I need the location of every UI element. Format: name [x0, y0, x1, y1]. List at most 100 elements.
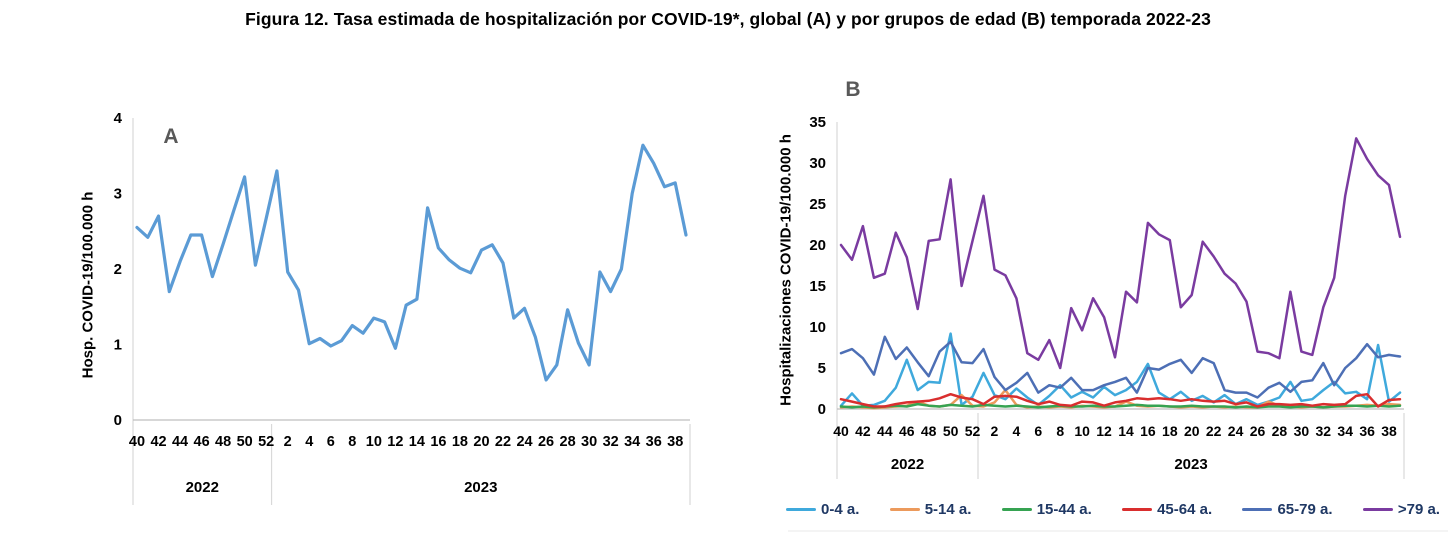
- svg-text:35: 35: [809, 114, 826, 131]
- svg-text:8: 8: [348, 434, 356, 450]
- legend-label: 0-4 a.: [821, 501, 860, 518]
- legend-item-45-64-a: 45-64 a.: [1122, 501, 1212, 518]
- svg-text:6: 6: [1034, 423, 1042, 439]
- chart-b-panel-label: B: [845, 78, 861, 101]
- axes-b: [836, 122, 1405, 479]
- legend-line-swatch: [1362, 508, 1393, 511]
- svg-text:4: 4: [1012, 423, 1020, 439]
- svg-text:6: 6: [327, 434, 335, 450]
- series-line-65-79-a: [839, 335, 1402, 399]
- chart-a-panel-label: A: [163, 125, 179, 148]
- legend-item-5-14-a: 5-14 a.: [889, 501, 972, 518]
- svg-text:52: 52: [965, 423, 981, 439]
- legend: 0-4 a. 5-14 a. 15-44 a. 45-64 a. 65-79 a. >79…: [786, 501, 1440, 518]
- series-line-15-44-a: [839, 402, 1402, 409]
- svg-text:20: 20: [1184, 423, 1200, 439]
- svg-text:3: 3: [114, 186, 122, 203]
- svg-text:20: 20: [473, 434, 489, 450]
- svg-text:14: 14: [1118, 423, 1134, 439]
- svg-text:40: 40: [129, 434, 145, 450]
- series-line-Global: [135, 143, 688, 382]
- legend-item-65-79-a: 65-79 a.: [1242, 501, 1333, 518]
- legend-label: >79 a.: [1397, 501, 1440, 518]
- svg-text:2: 2: [991, 423, 999, 439]
- svg-text:2022: 2022: [891, 456, 924, 473]
- series-line-45-64-a: [839, 392, 1402, 408]
- svg-text:30: 30: [1294, 423, 1310, 439]
- legend-item-0-4-a: 0-4 a.: [786, 501, 859, 518]
- svg-text:10: 10: [366, 434, 382, 450]
- svg-text:2: 2: [284, 434, 292, 450]
- svg-text:25: 25: [809, 196, 826, 213]
- svg-text:32: 32: [603, 434, 619, 450]
- svg-text:40: 40: [833, 423, 849, 439]
- figure-title: Figura 12. Tasa estimada de hospitalizac…: [245, 9, 1211, 29]
- svg-text:42: 42: [150, 434, 166, 450]
- svg-text:32: 32: [1315, 423, 1331, 439]
- svg-text:12: 12: [1096, 423, 1112, 439]
- svg-text:12: 12: [387, 434, 403, 450]
- svg-text:5: 5: [818, 360, 826, 377]
- svg-text:48: 48: [215, 434, 231, 450]
- svg-text:16: 16: [430, 434, 446, 450]
- x-tick-labels-b: 40 42 44 46 48 50 52 2 4 6 8 10 12 14 16 18 20 22 24 26 28 30…: [833, 423, 1397, 439]
- svg-text:24: 24: [516, 434, 532, 450]
- svg-text:34: 34: [624, 434, 640, 450]
- legend-line-swatch: [1242, 508, 1273, 511]
- svg-text:52: 52: [258, 434, 274, 450]
- series-line-0-4-a: [839, 332, 1402, 407]
- svg-text:36: 36: [646, 434, 662, 450]
- svg-text:44: 44: [877, 423, 893, 439]
- legend-item-15-44-a: 15-44 a.: [1001, 501, 1092, 518]
- svg-text:44: 44: [172, 434, 188, 450]
- svg-text:0: 0: [818, 401, 826, 418]
- svg-text:14: 14: [409, 434, 425, 450]
- svg-text:2: 2: [114, 261, 122, 278]
- svg-text:10: 10: [809, 319, 826, 336]
- svg-text:2023: 2023: [464, 479, 497, 496]
- svg-text:36: 36: [1359, 423, 1375, 439]
- svg-text:4: 4: [114, 110, 123, 127]
- axes-a: [132, 118, 691, 505]
- legend-label: 45-64 a.: [1157, 501, 1213, 518]
- legend-item-79-a: >79 a.: [1362, 501, 1440, 518]
- svg-text:38: 38: [667, 434, 683, 450]
- svg-text:48: 48: [921, 423, 937, 439]
- svg-text:46: 46: [194, 434, 210, 450]
- series-line-79-a: [839, 137, 1402, 370]
- svg-text:34: 34: [1337, 423, 1353, 439]
- svg-text:28: 28: [560, 434, 576, 450]
- svg-text:18: 18: [1162, 423, 1178, 439]
- svg-text:46: 46: [899, 423, 915, 439]
- legend-line-swatch: [786, 508, 816, 511]
- legend-line-swatch: [1122, 508, 1153, 511]
- svg-text:28: 28: [1272, 423, 1288, 439]
- svg-text:4: 4: [305, 434, 313, 450]
- svg-text:20: 20: [809, 237, 826, 254]
- legend-line-swatch: [889, 508, 920, 511]
- year-labels-b: 2022 2023: [891, 456, 1208, 473]
- svg-text:10: 10: [1074, 423, 1090, 439]
- x-tick-labels-a: 40 42 44 46 48 50 52 2 4 6 8 10 12 14 16 18 20 22 24 26 28 30…: [129, 434, 683, 450]
- legend-label: 65-79 a.: [1277, 501, 1333, 518]
- svg-text:2022: 2022: [186, 479, 219, 496]
- svg-text:38: 38: [1381, 423, 1397, 439]
- svg-text:30: 30: [809, 155, 826, 172]
- svg-text:15: 15: [809, 278, 826, 295]
- legend-label: 5-14 a.: [924, 501, 972, 518]
- svg-text:8: 8: [1056, 423, 1064, 439]
- legend-label: 15-44 a.: [1036, 501, 1092, 518]
- year-labels-a: 2022 2023: [186, 479, 498, 496]
- svg-text:50: 50: [237, 434, 253, 450]
- y-tick-labels-b: 0 5 10 15 20 25 30 35: [809, 114, 826, 418]
- svg-text:50: 50: [943, 423, 959, 439]
- svg-text:42: 42: [855, 423, 871, 439]
- y-tick-labels-a: 0 1 2 3 4: [114, 110, 123, 429]
- svg-text:26: 26: [1250, 423, 1266, 439]
- svg-text:30: 30: [581, 434, 597, 450]
- svg-text:1: 1: [114, 337, 122, 354]
